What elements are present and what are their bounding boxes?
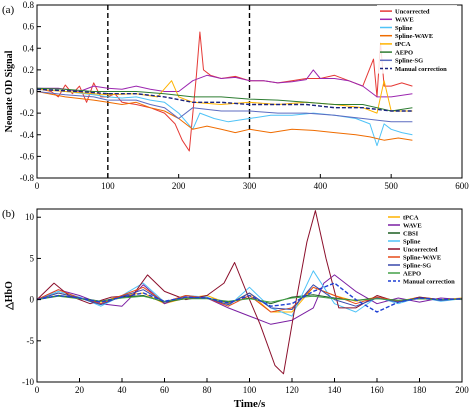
x-tick-label: 100 [243, 385, 257, 395]
series-group [37, 210, 462, 375]
y-axis: -10 -5 0 5 10 [22, 212, 41, 387]
series-line-spline-sg [37, 284, 462, 310]
chart-panel-1: 0 20 40 60 80 100 120 140 160 180 200 -10 -5 0 5 10 △HbO… [2, 208, 469, 410]
x-tick-label: 180 [413, 385, 427, 395]
x-axis-label: Time/s [234, 398, 266, 410]
x-tick-label: 300 [243, 181, 257, 191]
x-tick-label: 200 [455, 385, 469, 395]
legend-label: Spline-WAVE [395, 33, 433, 40]
legend: Uncorrected WAVESplineSpline-WAVEtPCAAEPO… [377, 5, 457, 74]
legend-label: WAVE [395, 17, 414, 24]
panel-label: (b) [2, 208, 15, 220]
series-line-spline [37, 88, 413, 147]
y-tick-label: 0 [30, 87, 35, 97]
series-line-tpca [37, 80, 413, 114]
x-tick-label: 160 [370, 385, 384, 395]
y-axis-label: Neonate OD Signal [4, 50, 15, 132]
legend-label: Spline [395, 25, 412, 32]
series-group [37, 31, 413, 152]
x-tick-label: 120 [285, 385, 299, 395]
y-tick-label: 0 [30, 295, 35, 305]
legend-label: Spline-WAVE [403, 254, 441, 261]
y-tick-label: -10 [22, 377, 34, 387]
legend-label: Manual correction [395, 66, 447, 73]
panel-label: (a) [2, 4, 15, 16]
y-tick-label: 5 [30, 253, 35, 263]
legend-label: tPCA [403, 214, 419, 221]
series-line-spline [37, 270, 462, 317]
y-tick-label: 0.6 [23, 22, 35, 32]
x-tick-label: 400 [314, 181, 328, 191]
x-tick-label: 600 [455, 181, 469, 191]
legend-label: Manual correction [403, 278, 455, 285]
x-tick-label: 500 [384, 181, 398, 191]
legend-label: Uncorrected [395, 8, 430, 15]
legend-label: CBSI [403, 230, 419, 237]
series-line-aepo [37, 87, 413, 112]
x-tick-label: 100 [101, 181, 115, 191]
series-line-uncorrected [37, 31, 413, 152]
y-tick-label: 0.2 [23, 65, 34, 75]
x-axis: 0 20 40 60 80 100 120 140 160 180 200 [35, 378, 469, 395]
y-tick-label: 10 [25, 212, 35, 222]
x-axis: 0 100 200 300 400 500 600 [35, 174, 469, 191]
series-line-manual-correction [37, 88, 413, 112]
series-line-wave [37, 69, 413, 98]
x-tick-label: 200 [172, 181, 186, 191]
x-tick-label: 0 [35, 181, 40, 191]
x-tick-label: 20 [75, 385, 85, 395]
legend-label: AEPO [403, 270, 421, 277]
legend-label: Spline [403, 238, 420, 245]
x-tick-label: 140 [328, 385, 342, 395]
y-tick-label: -5 [27, 336, 35, 346]
legend-label: Spline-SG [395, 58, 423, 65]
legend-label: Spline-SG [403, 262, 431, 269]
x-tick-label: 0 [35, 385, 40, 395]
y-tick-label: -0.2 [20, 108, 34, 118]
legend-label: WAVE [403, 222, 422, 229]
y-tick-label: -0.8 [20, 173, 35, 183]
y-tick-label: 0.8 [23, 0, 35, 10]
legend-label: tPCA [395, 41, 411, 48]
y-tick-label: -0.6 [20, 151, 35, 161]
y-tick-label: 0.4 [23, 43, 35, 53]
legend-box [377, 5, 457, 74]
legend: tPCAWAVECBSISplineUncorrectedSpline-WAVE… [385, 211, 457, 286]
y-axis: -0.8 -0.6 -0.4 -0.2 0 0.2 0.4 0.6 0.8 [20, 0, 41, 183]
x-tick-label: 80 [203, 385, 213, 395]
legend-label: AEPO [395, 49, 413, 56]
legend-label: Uncorrected [403, 246, 438, 253]
x-tick-label: 60 [160, 385, 170, 395]
x-tick-label: 40 [118, 385, 128, 395]
series-line-spline-wave [37, 91, 413, 141]
series-line-manual-correction [37, 282, 462, 313]
series-line-spline-sg [37, 91, 413, 123]
chart-panel-0: 0 100 200 300 400 500 600 -0.8 -0.6 -0.4 -0.2 0 0.2 0… [2, 0, 469, 191]
y-tick-label: -0.4 [20, 130, 35, 140]
y-axis-label: △HbO [4, 281, 15, 311]
